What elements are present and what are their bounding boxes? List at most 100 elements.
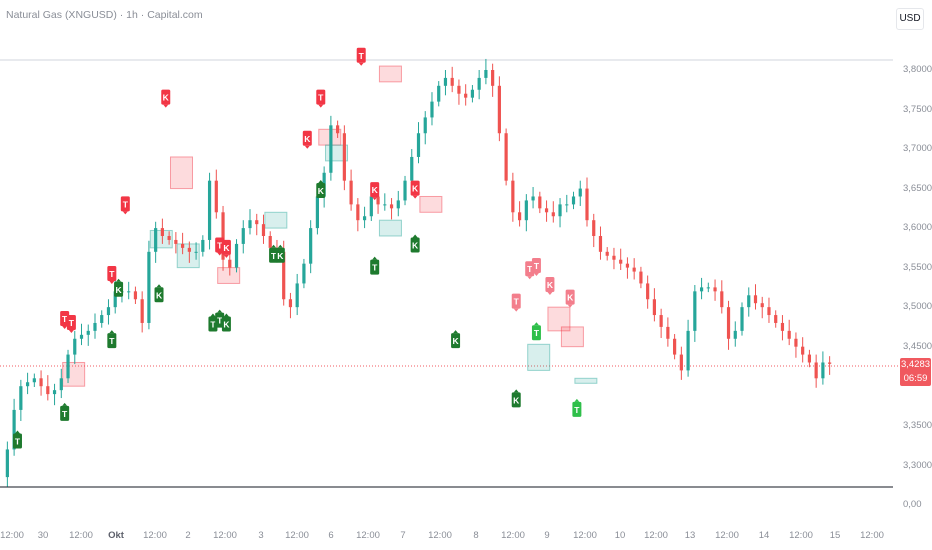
- buy-signal-label[interactable]: K: [114, 278, 124, 297]
- svg-text:K: K: [156, 290, 163, 300]
- sell-signal-label[interactable]: K: [302, 130, 312, 149]
- candle: [214, 169, 218, 219]
- price-tick-label: 3,6000: [903, 222, 932, 233]
- buy-signal-label[interactable]: T: [370, 256, 380, 275]
- candle: [794, 332, 798, 358]
- candle: [389, 198, 394, 220]
- candle: [127, 281, 131, 300]
- candle: [457, 79, 461, 105]
- candle: [787, 319, 791, 346]
- candle: [336, 120, 340, 138]
- buy-signal-label[interactable]: T: [12, 430, 22, 449]
- candle: [154, 221, 158, 263]
- sell-zone-box: [378, 65, 402, 83]
- price-tick-label: 3,7000: [903, 143, 932, 154]
- time-tick-label: 12:00: [715, 530, 739, 541]
- buy-signal-label[interactable]: T: [572, 398, 582, 417]
- candle: [747, 287, 751, 317]
- candle: [497, 76, 501, 142]
- sell-signal-label[interactable]: T: [66, 314, 76, 333]
- candle: [558, 198, 562, 228]
- sell-signal-label[interactable]: T: [120, 196, 130, 215]
- time-tick-label: 12:00: [428, 530, 452, 541]
- buy-zone-box: [574, 377, 598, 384]
- candle: [416, 122, 421, 164]
- candle: [484, 58, 488, 85]
- time-tick-label: Okt: [108, 530, 124, 541]
- buy-signal-label[interactable]: K: [221, 313, 231, 332]
- sell-signal-label[interactable]: T: [356, 47, 366, 66]
- candle: [261, 214, 266, 244]
- candle: [194, 242, 198, 260]
- buy-signal-label[interactable]: T: [531, 322, 541, 341]
- buy-signal-label[interactable]: K: [410, 234, 420, 253]
- sell-signal-label[interactable]: K: [410, 180, 420, 199]
- sell-signal-label[interactable]: T: [531, 258, 541, 277]
- last-price-value: 3,4283: [900, 359, 931, 370]
- svg-text:K: K: [412, 240, 419, 250]
- sell-signal-label[interactable]: K: [370, 182, 380, 201]
- svg-text:K: K: [116, 285, 123, 295]
- svg-text:K: K: [412, 184, 419, 194]
- candle: [639, 266, 643, 289]
- sell-signal-label[interactable]: K: [565, 289, 575, 308]
- svg-text:T: T: [210, 320, 216, 330]
- candle: [565, 194, 569, 213]
- svg-text:T: T: [534, 328, 540, 338]
- candle: [46, 375, 50, 401]
- candle: [753, 284, 758, 310]
- candle: [828, 356, 832, 375]
- buy-signal-label[interactable]: T: [107, 330, 117, 349]
- candle: [423, 111, 427, 145]
- sell-zone-box: [547, 306, 571, 332]
- candle: [342, 125, 346, 191]
- candle: [309, 220, 313, 274]
- time-tick-label: 12:00: [69, 530, 93, 541]
- candle: [100, 310, 104, 328]
- candle: [780, 315, 785, 341]
- buy-signal-label[interactable]: K: [451, 330, 461, 349]
- candle: [605, 247, 609, 261]
- sell-signal-label[interactable]: T: [107, 265, 117, 284]
- candle: [181, 232, 185, 255]
- candle: [801, 337, 805, 363]
- candle: [167, 231, 171, 245]
- bar-countdown: 06:59: [903, 373, 928, 384]
- currency-button[interactable]: USD: [896, 8, 924, 30]
- sell-signal-label[interactable]: T: [316, 89, 326, 108]
- candle: [592, 213, 596, 248]
- sell-signal-label[interactable]: K: [161, 89, 171, 108]
- buy-signal-label[interactable]: K: [154, 284, 164, 303]
- candle: [767, 297, 771, 323]
- candle: [814, 354, 818, 388]
- buy-signal-label[interactable]: K: [316, 179, 326, 198]
- svg-text:K: K: [277, 251, 284, 261]
- candle: [160, 218, 164, 244]
- buy-signal-label[interactable]: T: [60, 402, 70, 421]
- candle: [248, 209, 252, 235]
- sell-zone-box: [62, 361, 86, 387]
- time-tick-label: 3: [258, 530, 264, 541]
- candle: [302, 258, 306, 289]
- candle: [201, 235, 205, 257]
- svg-text:T: T: [271, 251, 277, 261]
- svg-text:T: T: [534, 261, 540, 271]
- buy-signal-label[interactable]: K: [275, 244, 285, 263]
- time-tick-label: 12:00: [213, 530, 237, 541]
- candle: [693, 285, 697, 342]
- time-tick-label: 2: [185, 530, 191, 541]
- sell-signal-label[interactable]: T: [511, 293, 521, 312]
- candle: [5, 441, 9, 487]
- candle: [760, 296, 764, 319]
- sell-signal-label[interactable]: K: [545, 277, 555, 296]
- symbol-title[interactable]: Natural Gas (XNGUSD) · 1h · Capital.com: [6, 9, 203, 21]
- candle: [140, 291, 144, 333]
- sell-signal-label[interactable]: K: [221, 239, 231, 258]
- candle: [598, 226, 603, 260]
- svg-text:K: K: [304, 134, 311, 144]
- price-tick-label: 3,5500: [903, 262, 932, 273]
- svg-text:K: K: [163, 93, 170, 103]
- candle: [659, 308, 663, 338]
- buy-signal-label[interactable]: K: [511, 389, 521, 408]
